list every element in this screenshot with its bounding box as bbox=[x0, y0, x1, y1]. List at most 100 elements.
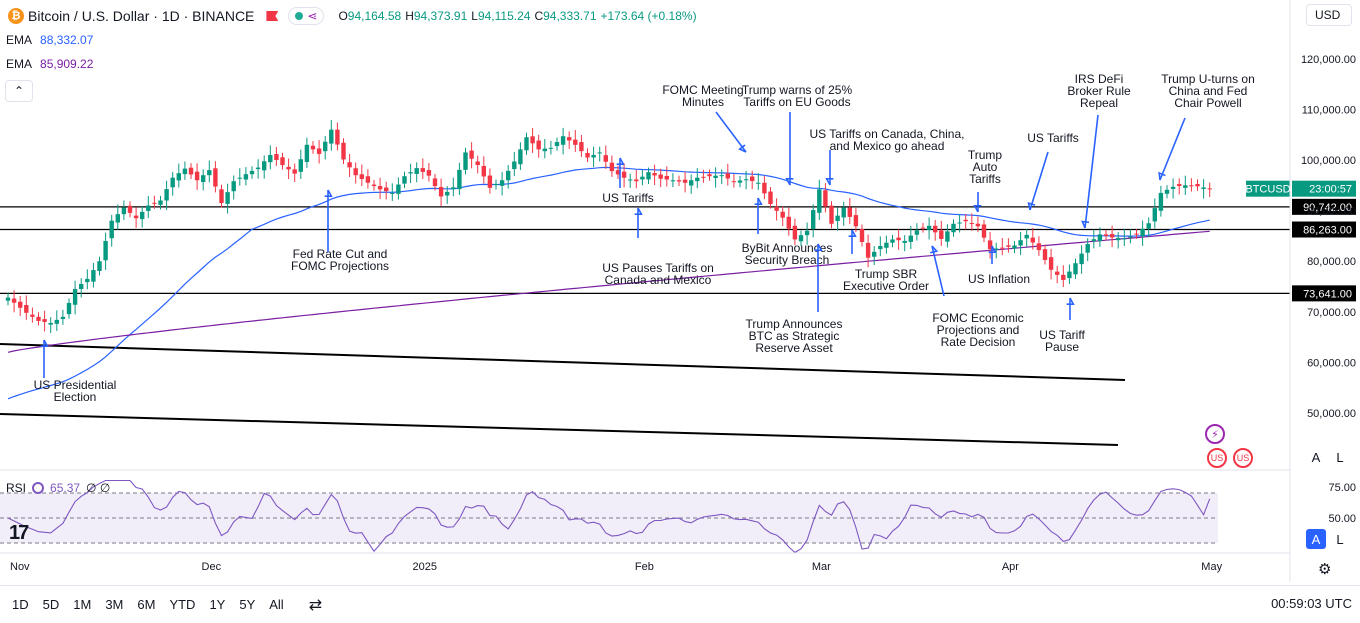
candle-body bbox=[18, 301, 23, 308]
price-chart[interactable]: 90,742.00 86,263.00 73,641.00 BTCUSD 23:00:5… bbox=[0, 0, 1360, 585]
ema-legend-2[interactable]: EMA 85,909.22 bbox=[6, 57, 93, 71]
currency-button[interactable]: USD bbox=[1306, 4, 1352, 26]
annotation-arrowhead bbox=[616, 157, 625, 165]
candle-body bbox=[310, 145, 316, 150]
us-flag-event-icon[interactable]: US bbox=[1207, 448, 1227, 468]
annotation-arrowhead bbox=[973, 205, 982, 213]
candle-body bbox=[384, 187, 389, 192]
events-icon[interactable]: ⚡ bbox=[1205, 424, 1225, 444]
candle-body bbox=[1067, 271, 1072, 279]
candle-body bbox=[847, 207, 852, 217]
ema-50-line bbox=[7, 166, 1210, 400]
level-price-label: 86,263.00 bbox=[1303, 225, 1352, 237]
candle-body bbox=[994, 248, 999, 250]
candle-body bbox=[353, 168, 358, 176]
annotation-text: Trump U-turns on bbox=[1161, 72, 1255, 86]
candle-body bbox=[902, 240, 907, 243]
candle-body bbox=[1000, 247, 1005, 249]
rsi-settings-icon bbox=[32, 482, 45, 494]
candle-body bbox=[597, 152, 602, 154]
range-button[interactable]: All bbox=[269, 597, 284, 612]
range-button[interactable]: 5Y bbox=[239, 597, 256, 612]
range-button[interactable]: 5D bbox=[42, 597, 60, 612]
candle-body bbox=[518, 149, 523, 165]
candle-body bbox=[743, 179, 749, 181]
close-value: 94,333.71 bbox=[543, 9, 597, 23]
candle-body bbox=[292, 169, 297, 174]
candle-body bbox=[987, 240, 993, 250]
collapse-legend-button[interactable]: ⌃ bbox=[5, 80, 33, 102]
annotation-arrowhead bbox=[634, 207, 643, 215]
candle-body bbox=[707, 174, 712, 177]
candle-body bbox=[1006, 245, 1011, 247]
candle-body bbox=[219, 189, 224, 204]
x-tick-label: Feb bbox=[635, 561, 654, 573]
candle-body bbox=[768, 191, 773, 205]
symbol-title[interactable]: Bitcoin / U.S. Dollar · 1D · BINANCE bbox=[28, 8, 255, 24]
candle-body bbox=[1140, 228, 1145, 237]
candle-body bbox=[365, 176, 371, 183]
annotation-arrowhead bbox=[1027, 201, 1036, 211]
candle-body bbox=[463, 152, 468, 170]
candle-body bbox=[451, 187, 456, 190]
range-button[interactable]: 6M bbox=[137, 597, 156, 612]
candle-body bbox=[243, 174, 249, 180]
candle-body bbox=[72, 289, 78, 305]
annotation-arrowhead bbox=[988, 245, 997, 253]
y-tick-label: 70,000.00 bbox=[1307, 307, 1356, 319]
candle-body bbox=[640, 176, 645, 180]
us-flag-event-icon[interactable]: US bbox=[1233, 448, 1253, 468]
candle-body bbox=[1116, 237, 1121, 241]
low-value: 94,115.24 bbox=[477, 9, 531, 23]
annotation-text: FOMC Economic bbox=[932, 311, 1023, 325]
countdown-tag bbox=[1292, 180, 1356, 197]
annotation-text: Auto bbox=[973, 160, 998, 174]
candle-body bbox=[298, 159, 303, 172]
candle-body bbox=[475, 161, 480, 166]
candle-body bbox=[981, 224, 987, 238]
candle-body bbox=[646, 172, 651, 180]
annotation-text: IRS DeFi bbox=[1075, 72, 1124, 86]
candle-body bbox=[926, 225, 932, 230]
log-scale-button[interactable]: L bbox=[1336, 449, 1344, 465]
range-button[interactable]: 1D bbox=[12, 597, 29, 612]
range-button[interactable]: YTD bbox=[169, 597, 196, 612]
utc-clock[interactable]: 00:59:03 UTC bbox=[1271, 596, 1352, 611]
annotation-text: Broker Rule bbox=[1067, 84, 1131, 98]
candle-body bbox=[121, 207, 127, 215]
rsi-extra: ∅ ∅ bbox=[86, 481, 111, 495]
candle-body bbox=[750, 176, 755, 181]
rsi-value: 65.37 bbox=[50, 481, 81, 495]
auto-scale-button[interactable]: A bbox=[1311, 449, 1321, 465]
candle-body bbox=[1146, 223, 1151, 229]
compare-icon[interactable]: ⇄ bbox=[308, 596, 323, 614]
ema-legend-1[interactable]: EMA 88,332.07 bbox=[6, 33, 93, 47]
flag-icon[interactable] bbox=[266, 11, 279, 21]
market-status-pill[interactable]: ⋖ bbox=[288, 7, 325, 25]
candle-body bbox=[1128, 236, 1133, 238]
candle-body bbox=[329, 129, 334, 144]
candle-body bbox=[719, 175, 724, 177]
rsi-line bbox=[7, 479, 1211, 554]
rsi-auto-scale-button[interactable]: A bbox=[1306, 529, 1326, 549]
candle-body bbox=[164, 189, 169, 201]
gear-icon[interactable]: ⚙ bbox=[1318, 561, 1332, 578]
rsi-log-scale-button[interactable]: L bbox=[1336, 531, 1344, 547]
range-button[interactable]: 3M bbox=[105, 597, 124, 612]
candle-body bbox=[920, 227, 926, 229]
candle-body bbox=[445, 191, 450, 196]
candle-body bbox=[548, 147, 554, 149]
range-button[interactable]: 1Y bbox=[209, 597, 226, 612]
candle-body bbox=[823, 190, 828, 207]
candle-body bbox=[42, 319, 47, 322]
annotation-text: Trump bbox=[968, 148, 1003, 162]
level-price-tag bbox=[1292, 221, 1356, 238]
rsi-legend[interactable]: RSI 65.37 ∅ ∅ bbox=[6, 481, 110, 495]
annotation-text: US Tariff bbox=[1039, 328, 1085, 342]
candle-body bbox=[30, 314, 35, 317]
candle-body bbox=[194, 171, 200, 181]
candle-body bbox=[262, 161, 267, 171]
range-button[interactable]: 1M bbox=[73, 597, 92, 612]
candle-body bbox=[91, 270, 96, 282]
annotation-arrowhead bbox=[848, 229, 857, 237]
